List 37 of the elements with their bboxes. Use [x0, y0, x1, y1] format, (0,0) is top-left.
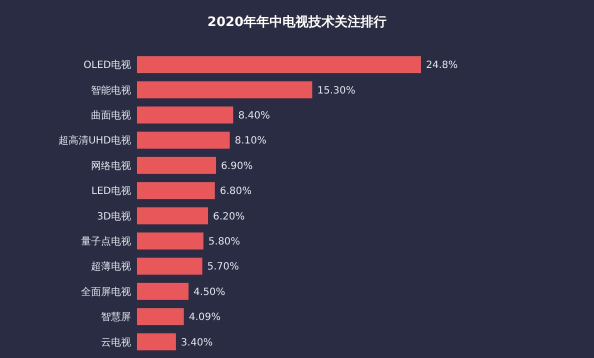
data-label: 8.40%: [238, 110, 270, 122]
y-tick-label: 超薄电视: [91, 260, 131, 273]
data-label: 5.80%: [208, 236, 240, 248]
bar: [137, 132, 230, 149]
data-label: 15.30%: [317, 85, 356, 96]
bar: [137, 308, 184, 326]
y-tick-label: 3D电视: [96, 210, 131, 222]
data-label: 6.20%: [213, 211, 245, 222]
bar: [137, 333, 176, 350]
data-label: 4.50%: [194, 286, 226, 298]
bar: [137, 282, 189, 300]
y-tick-label: 超高清UHD电视: [58, 134, 131, 147]
y-tick-label: 曲面电视: [91, 110, 131, 122]
bar: [137, 232, 204, 250]
data-label: 8.10%: [234, 136, 267, 147]
bar: [137, 156, 216, 174]
data-label: 4.09%: [188, 312, 221, 324]
y-tick-label: 全面屏电视: [81, 286, 131, 298]
bar: [137, 106, 234, 124]
data-label: 6.80%: [220, 186, 252, 198]
y-tick-label: 智慧屏: [101, 311, 131, 324]
bar: [137, 56, 421, 74]
bar: [137, 207, 208, 224]
data-label: 3.40%: [180, 337, 213, 348]
y-tick-label: 云电视: [101, 336, 131, 348]
y-tick-label: 量子点电视: [81, 236, 131, 248]
y-tick-label: 智能电视: [91, 84, 131, 96]
data-label: 24.8%: [426, 60, 458, 72]
y-tick-label: LED电视: [91, 185, 131, 198]
data-label: 5.70%: [207, 262, 240, 273]
bar: [137, 81, 312, 98]
bar: [137, 258, 202, 275]
data-label: 6.90%: [221, 160, 253, 172]
chart-title: 2020年年中电视技术关注排行: [207, 14, 387, 30]
y-tick-label: 网络电视: [91, 160, 131, 172]
bar: [137, 182, 215, 200]
y-tick-label: OLED电视: [84, 59, 131, 72]
